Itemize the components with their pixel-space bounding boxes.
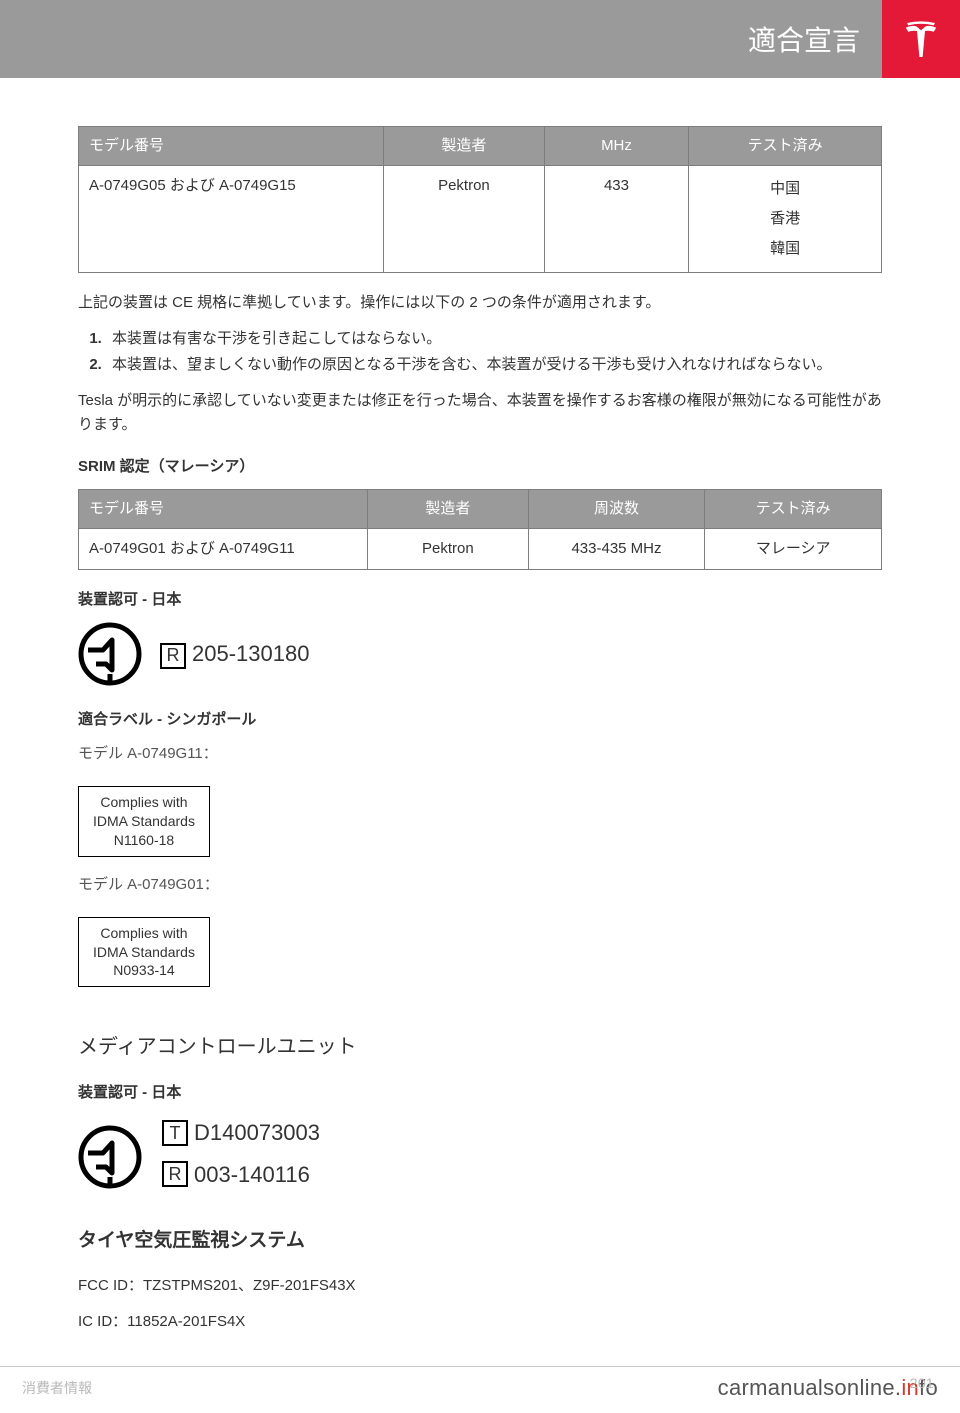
fcc-id: FCC ID：TZSTPMS201、Z9F-201FS43X [78, 1274, 882, 1298]
th-model: モデル番号 [79, 127, 384, 166]
ic-id: IC ID：11852A-201FS4X [78, 1310, 882, 1334]
page-number: 201 [910, 1375, 934, 1391]
heading-japan-approval: 装置認可 - 日本 [78, 588, 882, 612]
paragraph-warning: Tesla が明示的に承認していない変更または修正を行った場合、本装置を操作する… [78, 389, 882, 437]
page-title: 適合宣言 [0, 19, 882, 59]
cell-mhz: 433 [544, 166, 689, 273]
giteki-mark-icon [78, 622, 148, 686]
th-tested: テスト済み [705, 490, 882, 529]
heading-japan-approval: 装置認可 - 日本 [78, 1081, 882, 1105]
tested-item: 韓国 [699, 234, 871, 264]
cert-code: D140073003 [194, 1115, 320, 1150]
th-mhz: MHz [544, 127, 689, 166]
cert-codes: T D140073003 R 003-140116 [162, 1115, 320, 1197]
tested-item: 香港 [699, 204, 871, 234]
tesla-logo-icon [901, 19, 941, 59]
th-mfr: 製造者 [368, 490, 529, 529]
model-label: モデル A-0749G11： [78, 742, 882, 766]
footer-section-label: 消費者情報 [22, 1378, 92, 1398]
compliance-box: Complies with IDMA Standards N1160-18 [78, 786, 210, 857]
table-srim: モデル番号 製造者 周波数 テスト済み A-0749G01 および A-0749… [78, 489, 882, 570]
cert-code: 003-140116 [194, 1157, 310, 1192]
mark-letter: R [160, 643, 186, 669]
table-row: A-0749G05 および A-0749G15 Pektron 433 中国 香… [79, 166, 882, 273]
cell-freq: 433-435 MHz [528, 529, 705, 570]
cell-model: A-0749G01 および A-0749G11 [79, 529, 368, 570]
table-ce-devices: モデル番号 製造者 MHz テスト済み A-0749G05 および A-0749… [78, 126, 882, 273]
tesla-logo [882, 0, 960, 78]
page-header: 適合宣言 [0, 0, 960, 78]
tested-item: 中国 [699, 174, 871, 204]
compliance-box: Complies with IDMA Standards N0933-14 [78, 917, 210, 988]
mark-letter: R [162, 1161, 188, 1187]
japan-cert-mark: T D140073003 R 003-140116 [78, 1115, 882, 1197]
heading-singapore: 適合ラベル - シンガポール [78, 708, 882, 732]
model-label: モデル A-0749G01： [78, 873, 882, 897]
list-item: 本装置は、望ましくない動作の原因となる干渉を含む、本装置が受ける干渉も受け入れな… [106, 353, 882, 377]
th-tested: テスト済み [689, 127, 882, 166]
page-content: モデル番号 製造者 MHz テスト済み A-0749G05 および A-0749… [0, 78, 960, 1366]
heading-srim: SRIM 認定（マレーシア） [78, 455, 882, 479]
page-footer: 消費者情報 carmanualsonline.info201 [0, 1366, 960, 1413]
cell-mfr: Pektron [368, 529, 529, 570]
th-model: モデル番号 [79, 490, 368, 529]
list-item: 本装置は有害な干渉を引き起こしてはならない。 [106, 327, 882, 351]
cell-tested: 中国 香港 韓国 [689, 166, 882, 273]
giteki-mark-icon [78, 1125, 148, 1189]
th-mfr: 製造者 [384, 127, 545, 166]
cell-mfr: Pektron [384, 166, 545, 273]
cert-code: R205-130180 [160, 636, 309, 671]
heading-media-unit: メディアコントロールユニット [78, 1031, 882, 1063]
watermark: carmanualsonline.info201 [718, 1375, 938, 1401]
th-freq: 周波数 [528, 490, 705, 529]
conditions-list: 本装置は有害な干渉を引き起こしてはならない。 本装置は、望ましくない動作の原因と… [106, 327, 882, 377]
mark-letter: T [162, 1120, 188, 1146]
table-row: A-0749G01 および A-0749G11 Pektron 433-435 … [79, 529, 882, 570]
cell-tested: マレーシア [705, 529, 882, 570]
cell-model: A-0749G05 および A-0749G15 [79, 166, 384, 273]
japan-cert-mark: R205-130180 [78, 622, 882, 686]
heading-tpms: タイヤ空気圧監視システム [78, 1226, 882, 1256]
paragraph-ce: 上記の装置は CE 規格に準拠しています。操作には以下の 2 つの条件が適用され… [78, 291, 882, 315]
